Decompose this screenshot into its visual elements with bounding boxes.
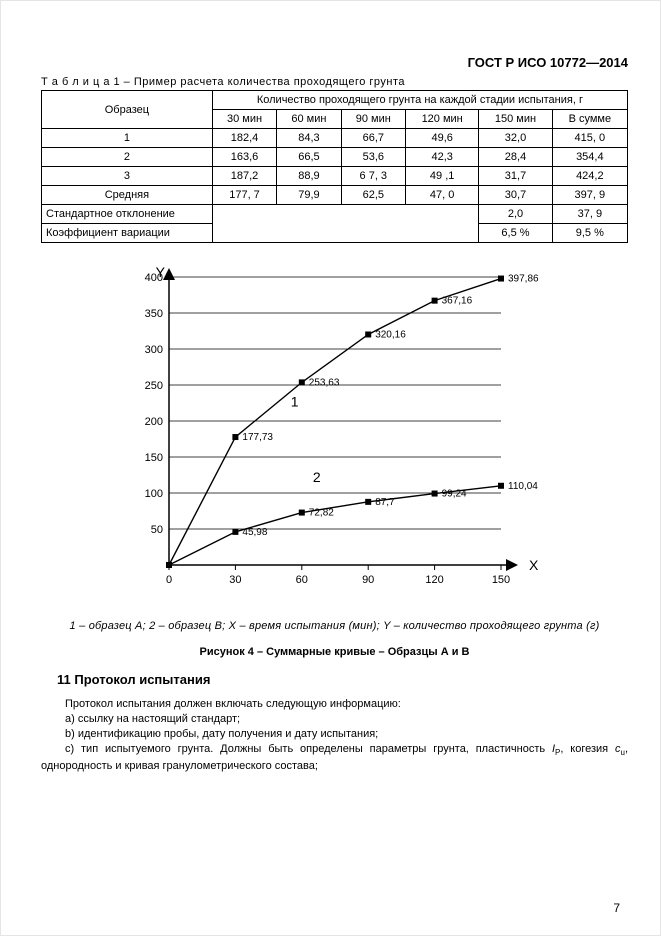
svg-text:110,04: 110,04 [508,481,538,492]
svg-text:60: 60 [296,574,308,586]
svg-text:2: 2 [313,469,321,485]
chart-legend-note: 1 – образец А; 2 – образец В; Х – время … [41,620,628,632]
protocol-intro: Протокол испытания должен включать следу… [41,697,628,712]
svg-text:250: 250 [145,380,163,392]
svg-text:253,63: 253,63 [309,377,340,388]
protocol-a: a) ссылку на настоящий стандарт; [41,712,628,727]
table-row: Средняя 177, 7 79,9 62,5 47, 0 30,7 397,… [42,186,628,205]
protocol-c: c) тип испытуемого грунта. Должны быть о… [41,742,628,774]
svg-text:300: 300 [145,344,163,356]
svg-text:Y: Y [156,265,166,280]
svg-text:200: 200 [145,416,163,428]
table-row-cov: Коэффициент вариации 6,5 % 9,5 % [42,224,628,243]
svg-text:350: 350 [145,308,163,320]
svg-text:320,16: 320,16 [375,329,406,340]
table-caption: Т а б л и ц а 1 – Пример расчета количес… [41,76,628,88]
soil-table: Образец Количество проходящего грунта на… [41,90,628,243]
col-sample-header: Образец [42,91,213,129]
svg-text:45,98: 45,98 [242,527,267,538]
svg-text:150: 150 [492,574,510,586]
svg-text:100: 100 [145,488,163,500]
table-row: 3 187,2 88,9 6 7, 3 49 ,1 31,7 424,2 [42,167,628,186]
svg-text:120: 120 [425,574,443,586]
protocol-b: b) идентификацию пробы, дату получения и… [41,727,628,742]
svg-text:177,73: 177,73 [242,432,273,443]
table-row: 1 182,4 84,3 66,7 49,6 32,0 415, 0 [42,129,628,148]
svg-text:50: 50 [151,524,163,536]
section-title: 11 Протокол испытания [57,672,628,687]
group-header: Количество проходящего грунта на каждой … [212,91,627,110]
svg-text:367,16: 367,16 [442,296,473,307]
svg-text:99,24: 99,24 [442,489,467,500]
svg-text:30: 30 [229,574,241,586]
page-number: 7 [613,901,620,915]
svg-text:87,7: 87,7 [375,497,395,508]
document-page: ГОСТ Р ИСО 10772—2014 Т а б л и ц а 1 – … [0,0,661,936]
svg-text:0: 0 [166,574,172,586]
svg-text:1: 1 [291,394,299,410]
svg-text:397,86: 397,86 [508,274,539,285]
figure-caption: Рисунок 4 – Суммарные кривые – Образцы А… [41,646,628,658]
chart-container: 501001502002503003504000306090120150XY17… [121,265,628,600]
table-row: 2 163,6 66,5 53,6 42,3 28,4 354,4 [42,148,628,167]
svg-text:X: X [529,557,539,573]
soil-chart: 501001502002503003504000306090120150XY17… [121,265,561,595]
svg-text:90: 90 [362,574,374,586]
table-row-stddev: Стандартное отклонение 2,0 37, 9 [42,205,628,224]
svg-text:150: 150 [145,452,163,464]
document-id: ГОСТ Р ИСО 10772—2014 [41,55,628,70]
protocol-text: Протокол испытания должен включать следу… [41,697,628,773]
svg-text:72,82: 72,82 [309,508,334,519]
